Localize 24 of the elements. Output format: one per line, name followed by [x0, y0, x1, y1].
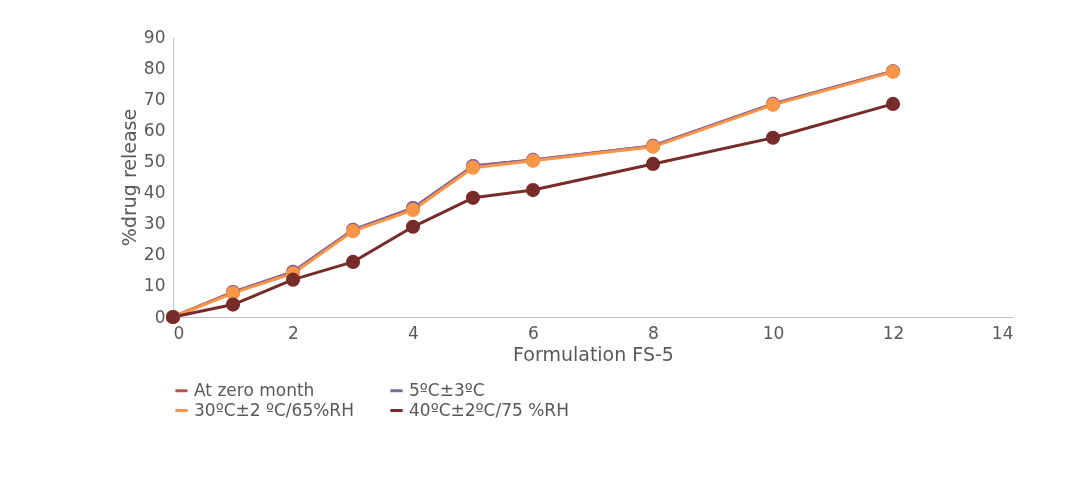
- x-tick-label: 4: [408, 322, 419, 343]
- x-tick-label: 0: [173, 322, 185, 343]
- legend-label: 40ºC±2ºC/75 %RH: [409, 399, 569, 420]
- y-tick-label: 70: [143, 88, 166, 109]
- y-tick-label: 0: [154, 306, 166, 327]
- legend-label: 30ºC±2 ºC/65%RH: [194, 399, 354, 420]
- x-tick-label: 10: [762, 322, 785, 343]
- y-tick-label: 20: [143, 244, 166, 265]
- x-tick-label: 14: [991, 322, 1014, 343]
- legend-label: At zero month: [194, 379, 315, 400]
- y-tick-label: 80: [143, 57, 166, 78]
- x-tick-label: 12: [882, 322, 905, 343]
- y-tick-label: 40: [143, 182, 166, 203]
- y-tick-label: 50: [143, 150, 166, 171]
- x-axis-title: Formulation FS-5: [513, 342, 674, 365]
- legend-label: 5ºC±3ºC: [409, 379, 485, 400]
- y-axis-title: %drug release: [117, 108, 140, 247]
- x-tick-label: 8: [648, 322, 659, 343]
- y-tick-label: 30: [143, 213, 166, 234]
- x-tick-label: 2: [288, 322, 299, 343]
- x-tick-label: 6: [528, 322, 539, 343]
- y-tick-label: 90: [143, 26, 166, 47]
- y-tick-label: 10: [143, 275, 166, 296]
- y-tick-label: 60: [143, 119, 166, 140]
